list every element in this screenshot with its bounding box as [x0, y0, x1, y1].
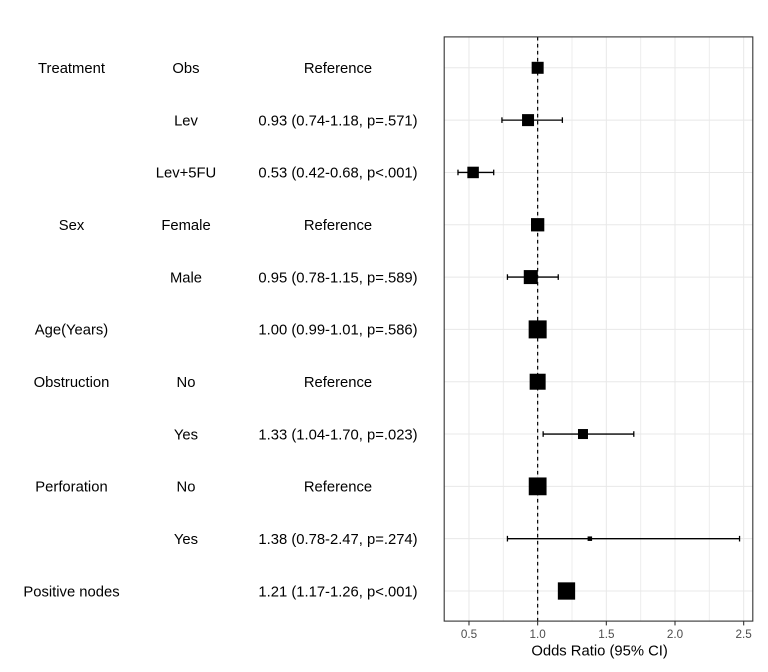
- svg-text:Lev+5FU: Lev+5FU: [156, 166, 216, 182]
- svg-text:2.5: 2.5: [736, 628, 753, 641]
- svg-text:Yes: Yes: [174, 532, 198, 548]
- svg-text:0.95 (0.78-1.15, p=.589): 0.95 (0.78-1.15, p=.589): [258, 270, 417, 286]
- svg-text:Reference: Reference: [304, 218, 372, 234]
- svg-text:1.21 (1.17-1.26, p<.001): 1.21 (1.17-1.26, p<.001): [258, 584, 417, 600]
- svg-text:Reference: Reference: [304, 375, 372, 391]
- svg-text:Male: Male: [170, 270, 202, 286]
- svg-text:Sex: Sex: [59, 218, 85, 234]
- svg-text:1.38 (0.78-2.47, p=.274): 1.38 (0.78-2.47, p=.274): [258, 532, 417, 548]
- svg-text:Positive nodes: Positive nodes: [23, 584, 119, 600]
- svg-text:1.5: 1.5: [598, 628, 615, 641]
- svg-text:Odds Ratio (95% CI): Odds Ratio (95% CI): [531, 643, 668, 659]
- svg-text:0.53 (0.42-0.68, p<.001): 0.53 (0.42-0.68, p<.001): [258, 166, 417, 182]
- svg-text:Reference: Reference: [304, 61, 372, 77]
- svg-text:1.0: 1.0: [530, 628, 547, 641]
- svg-text:2.0: 2.0: [667, 628, 684, 641]
- svg-text:Yes: Yes: [174, 427, 198, 443]
- svg-text:Age(Years): Age(Years): [35, 323, 109, 339]
- svg-text:Treatment: Treatment: [38, 61, 105, 77]
- svg-text:1.00 (0.99-1.01, p=.586): 1.00 (0.99-1.01, p=.586): [258, 323, 417, 339]
- svg-text:Lev: Lev: [174, 113, 198, 129]
- svg-text:Perforation: Perforation: [35, 480, 107, 496]
- svg-text:Female: Female: [161, 218, 210, 234]
- svg-text:No: No: [177, 480, 196, 496]
- svg-text:Obstruction: Obstruction: [34, 375, 110, 391]
- svg-text:0.5: 0.5: [461, 628, 478, 641]
- svg-text:1.33 (1.04-1.70, p=.023): 1.33 (1.04-1.70, p=.023): [258, 427, 417, 443]
- svg-text:No: No: [177, 375, 196, 391]
- svg-text:Obs: Obs: [172, 61, 199, 77]
- svg-text:0.93 (0.74-1.18, p=.571): 0.93 (0.74-1.18, p=.571): [258, 113, 417, 129]
- svg-text:Reference: Reference: [304, 480, 372, 496]
